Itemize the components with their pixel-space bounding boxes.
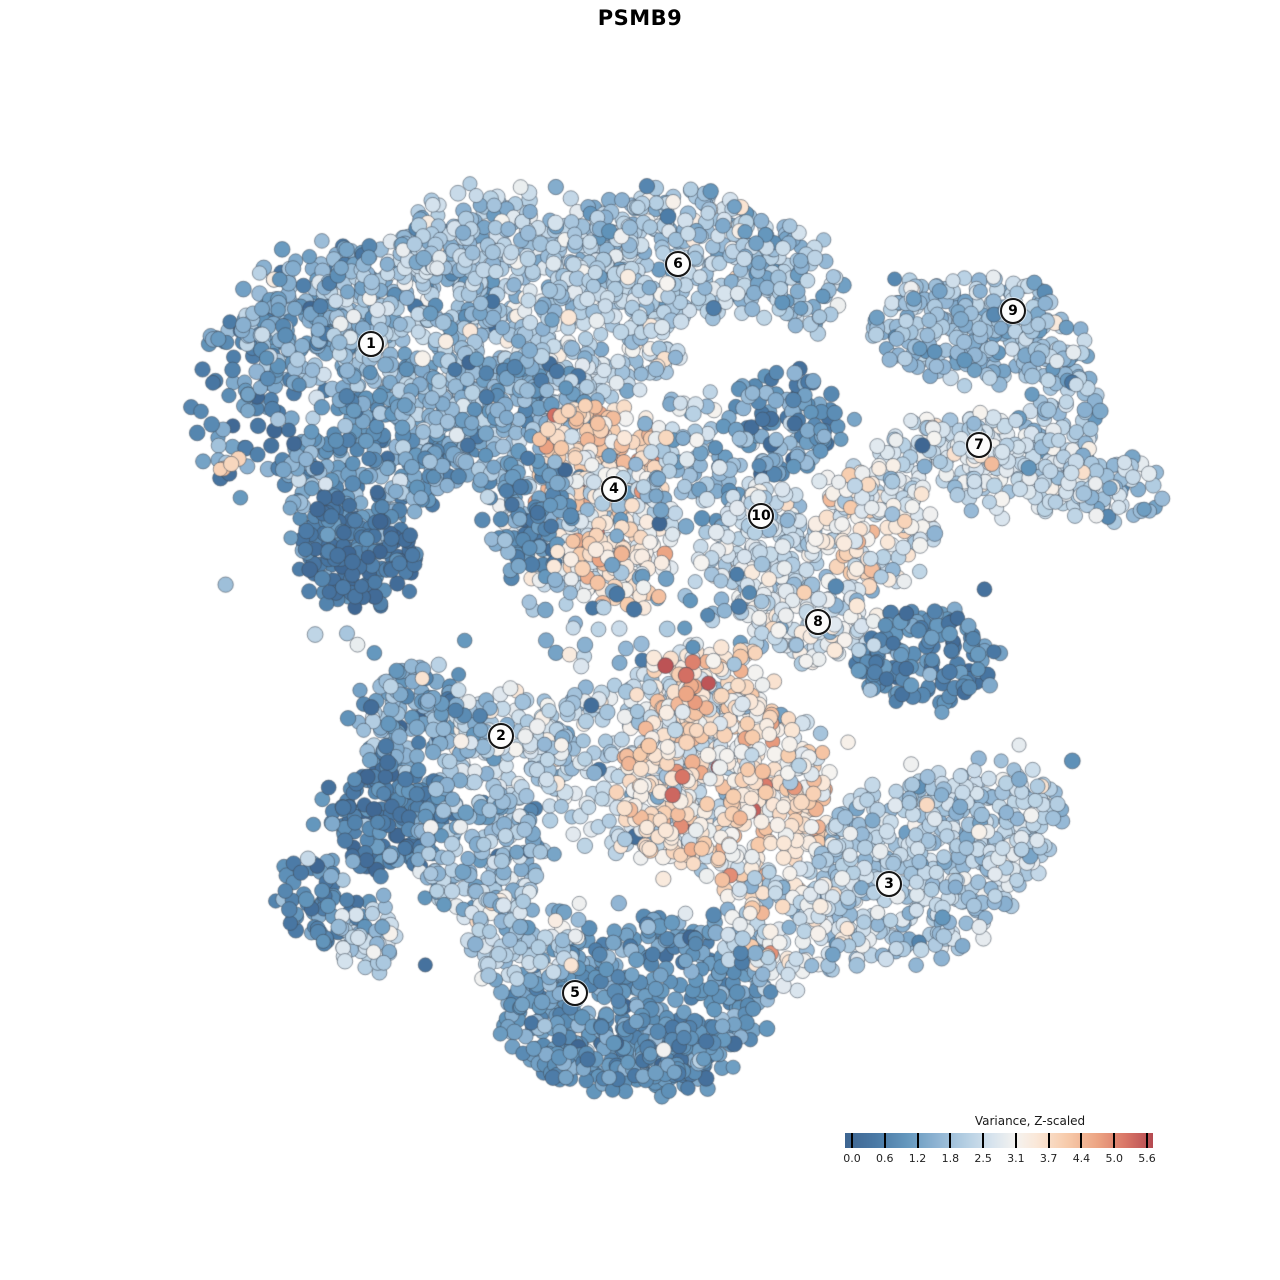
cluster-badge-4: 4 [601,476,627,502]
cluster-badge-2: 2 [488,723,514,749]
cluster-badge-8: 8 [805,609,831,635]
cluster-badge-5: 5 [562,980,588,1006]
cluster-badge-10: 10 [748,503,774,529]
cluster-badge-9: 9 [1000,298,1026,324]
cluster-badge-7: 7 [966,432,992,458]
cluster-badge-6: 6 [665,251,691,277]
cluster-badge-3: 3 [876,871,902,897]
cluster-badge-1: 1 [358,331,384,357]
